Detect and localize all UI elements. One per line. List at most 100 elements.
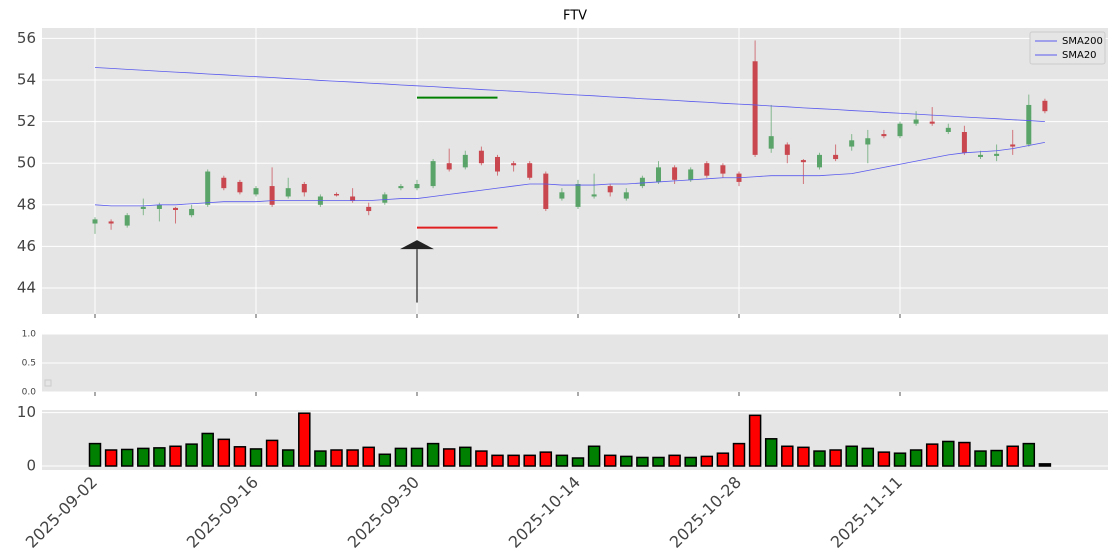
candle-body — [237, 181, 243, 193]
candle-body — [913, 119, 919, 124]
volume-bar — [942, 440, 955, 467]
candle-body — [382, 194, 388, 203]
candle-body — [269, 186, 275, 205]
volume-bar — [201, 432, 214, 467]
candle-body — [559, 192, 565, 199]
volume-bar — [459, 446, 472, 467]
candle-body — [414, 184, 420, 189]
candle-body — [173, 207, 178, 210]
candle-body — [849, 140, 855, 147]
candle-body — [752, 61, 758, 155]
empty-legend-box — [44, 379, 52, 387]
y-tick-label: 56 — [17, 29, 36, 47]
candle-body — [495, 156, 500, 172]
candle-body — [639, 177, 645, 187]
volume-bar — [539, 451, 553, 467]
candle-body — [205, 171, 211, 205]
x-tick-label: 2025-09-30 — [344, 473, 423, 552]
volume-bar — [958, 441, 971, 467]
volume-bar — [185, 443, 198, 467]
volume-bar — [990, 449, 1003, 467]
candle-body — [478, 150, 484, 164]
volume-bar — [974, 450, 987, 467]
candle-body — [156, 204, 162, 209]
volume-bar — [491, 454, 504, 467]
volume-bar — [829, 449, 842, 467]
volume-bar — [298, 412, 311, 467]
candle-body — [945, 127, 951, 132]
candle-body — [881, 134, 887, 137]
x-tick-label: 2025-11-11 — [827, 473, 906, 552]
volume-bar — [153, 447, 166, 467]
volume-bar — [394, 447, 408, 467]
volume-bar — [813, 450, 826, 467]
candle-body — [334, 193, 339, 196]
candle-body — [623, 192, 629, 199]
y-tick-label: 48 — [17, 195, 36, 213]
candle-body — [672, 167, 678, 180]
candle-body — [221, 177, 227, 189]
candle-body — [301, 184, 307, 193]
candle-body — [366, 206, 372, 212]
candle-body — [591, 194, 597, 197]
x-tick-label: 2025-09-16 — [183, 473, 262, 552]
candle-body — [189, 208, 195, 216]
candle-body — [656, 167, 661, 182]
volume-bar — [797, 446, 810, 467]
candle-body — [688, 169, 694, 180]
y-tick-label: 50 — [17, 154, 36, 172]
candle-body — [511, 163, 517, 166]
volume-bar — [378, 453, 392, 467]
volume-bar — [668, 454, 681, 467]
x-tick-label: 2025-10-14 — [505, 473, 584, 552]
volume-bar — [507, 454, 520, 467]
legend-label: SMA20 — [1062, 50, 1097, 61]
volume-bar — [137, 447, 150, 467]
candle-body — [784, 144, 790, 155]
candle-body — [575, 184, 581, 207]
volume-bar — [925, 443, 939, 467]
candle-body — [108, 221, 114, 224]
candle-body — [527, 163, 533, 178]
volume-bar — [281, 449, 295, 467]
volume-bar — [603, 454, 617, 467]
candle-body — [704, 163, 710, 176]
y-tick-label: 46 — [17, 237, 36, 255]
volume-bar — [716, 452, 730, 467]
volume-bar — [120, 448, 134, 467]
y-tick-label: 0.5 — [22, 359, 36, 369]
volume-bar — [104, 449, 118, 467]
volume-bar — [893, 452, 907, 467]
candle-body — [92, 219, 98, 224]
volume-bar — [330, 449, 343, 467]
volume-bar — [442, 448, 456, 467]
candle-body — [350, 196, 356, 201]
candle-body — [961, 132, 967, 153]
candle-body — [462, 154, 468, 168]
volume-bar — [764, 438, 778, 467]
candle-body — [929, 121, 935, 124]
chart-title: FTV — [563, 9, 587, 24]
arrow-head — [400, 240, 434, 250]
y-tick-label: 54 — [17, 71, 36, 89]
y-tick-label: 0.0 — [22, 388, 37, 398]
sma-line — [94, 67, 1045, 122]
candle-body — [607, 186, 613, 193]
main-panel — [42, 28, 1108, 314]
candle-body — [800, 160, 806, 163]
candle-body — [865, 138, 871, 145]
volume-bar — [684, 456, 697, 467]
volume-bar — [314, 450, 327, 467]
volume-bar — [346, 449, 359, 467]
candle-body — [994, 153, 1000, 156]
y-tick-label: 44 — [17, 279, 36, 297]
candle-body — [446, 163, 452, 170]
candle-body — [833, 154, 839, 160]
y-tick-label: 52 — [17, 112, 36, 130]
volume-bar — [523, 454, 536, 467]
candle-body — [817, 154, 822, 168]
legend-label: SMA200 — [1062, 36, 1103, 47]
volume-bar — [587, 445, 601, 467]
volume-bar — [781, 445, 794, 467]
